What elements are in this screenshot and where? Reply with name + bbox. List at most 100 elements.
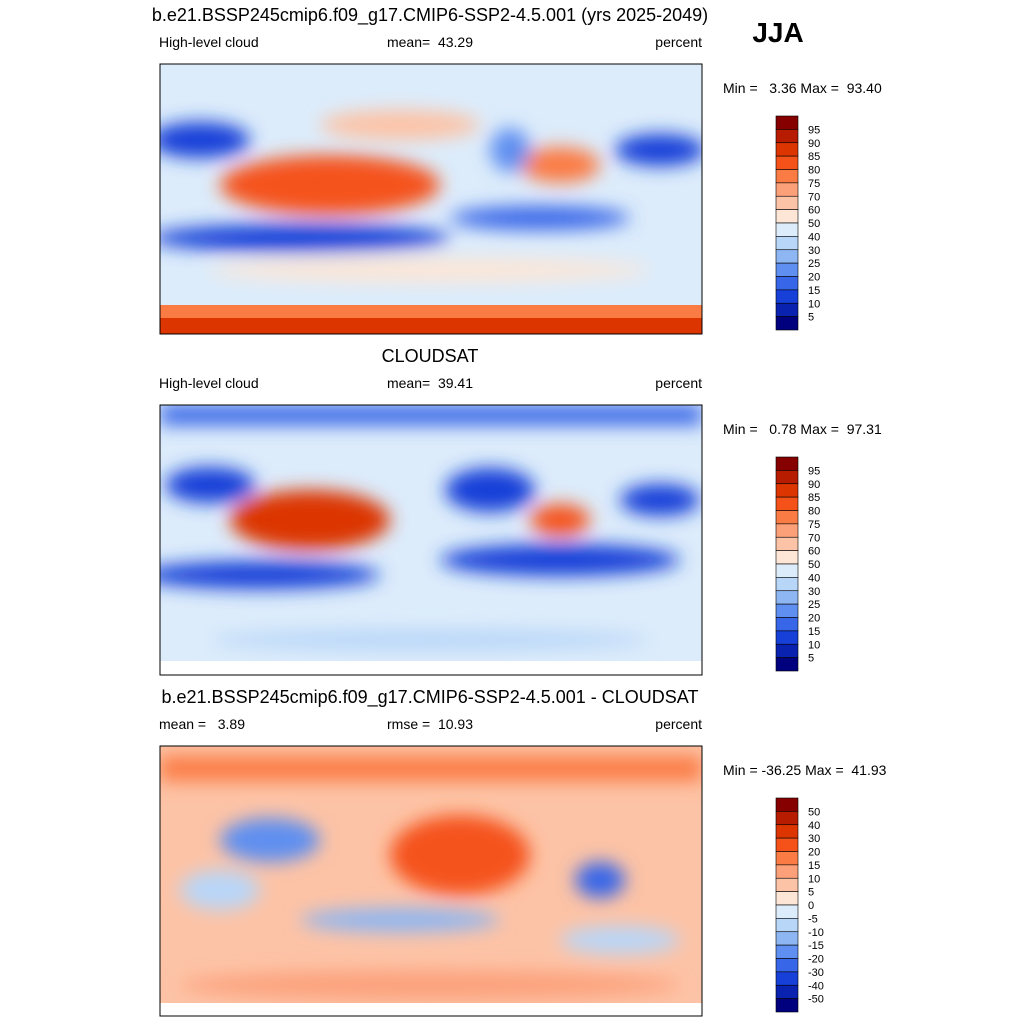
- colorbar-box: [775, 262, 799, 277]
- map-frame: [159, 745, 703, 1017]
- colorbar-box: [775, 483, 799, 498]
- colorbar-label: 60: [808, 546, 820, 558]
- panel-center-label: mean= 39.41: [387, 375, 473, 391]
- colorbar-label: 15: [808, 860, 820, 872]
- colorbar-box: [775, 316, 799, 331]
- colorbar-label: 10: [808, 298, 820, 310]
- colorbar-label: -30: [808, 967, 824, 979]
- colorbar-box: [775, 797, 799, 812]
- colorbar-label: 75: [808, 178, 820, 190]
- colorbar-box: [775, 510, 799, 525]
- colorbar-box: [775, 523, 799, 538]
- colorbar-label: 75: [808, 519, 820, 531]
- case-title: b.e21.BSSP245cmip6.f09_g17.CMIP6-SSP2-4.…: [152, 5, 708, 26]
- colorbar-label: 70: [808, 191, 820, 203]
- colorbar-box: [775, 984, 799, 999]
- colorbar-box: [775, 603, 799, 618]
- season: JJA: [752, 17, 803, 48]
- map-frame: [159, 404, 703, 676]
- colorbar-label: 40: [808, 572, 820, 584]
- colorbar-box: [775, 877, 799, 892]
- colorbar-label: 60: [808, 205, 820, 217]
- colorbar-label: 5: [808, 312, 814, 324]
- colorbar-label: -40: [808, 980, 824, 992]
- colorbar-label: 95: [808, 124, 820, 136]
- colorbar-label: 10: [808, 639, 820, 651]
- colorbar-label: -10: [808, 927, 824, 939]
- colorbar-box: [775, 182, 799, 197]
- colorbar-label: 90: [808, 138, 820, 150]
- colorbar-label: 50: [808, 806, 820, 818]
- colorbar-label: 20: [808, 847, 820, 859]
- colorbar-label: 5: [808, 653, 814, 665]
- colorbar-box: [775, 891, 799, 906]
- colorbar-box: [775, 155, 799, 170]
- colorbar-label: 20: [808, 272, 820, 284]
- panel-left-label: mean = 3.89: [159, 716, 245, 732]
- map: [160, 405, 702, 675]
- colorbar-box: [775, 276, 799, 291]
- colorbar-label: 85: [808, 492, 820, 504]
- colorbar-label: 30: [808, 586, 820, 598]
- panel-units: percent: [655, 716, 702, 732]
- min-max: Min = -36.25 Max = 41.93: [723, 762, 887, 778]
- colorbar-box: [775, 236, 799, 251]
- colorbar-box: [775, 115, 799, 130]
- colorbar-box: [775, 944, 799, 959]
- colorbar-box: [775, 577, 799, 592]
- colorbar-box: [775, 209, 799, 224]
- colorbar-box: [775, 931, 799, 946]
- colorbar-box: [775, 142, 799, 157]
- colorbar-label: 40: [808, 231, 820, 243]
- colorbar-label: 15: [808, 626, 820, 638]
- colorbar-box: [775, 169, 799, 184]
- colorbar-box: [775, 864, 799, 879]
- map: [160, 746, 702, 1016]
- colorbar-box: [775, 918, 799, 933]
- panel-left-label: High-level cloud: [159, 34, 259, 50]
- colorbar-label: 80: [808, 165, 820, 177]
- panel-center-label: rmse = 10.93: [387, 716, 473, 732]
- colorbar-label: 25: [808, 258, 820, 270]
- colorbar-box: [775, 824, 799, 839]
- colorbar-box: [775, 536, 799, 551]
- colorbar-label: 50: [808, 559, 820, 571]
- colorbar-box: [775, 129, 799, 144]
- map: [160, 64, 702, 334]
- colorbar-box: [775, 998, 799, 1013]
- colorbar-label: 30: [808, 833, 820, 845]
- colorbar-label: 80: [808, 506, 820, 518]
- colorbar-box: [775, 958, 799, 973]
- colorbar-label: -15: [808, 940, 824, 952]
- colorbar-box: [775, 630, 799, 645]
- colorbar-box: [775, 496, 799, 511]
- colorbar-box: [775, 249, 799, 264]
- panel-left-label: High-level cloud: [159, 375, 259, 391]
- panel-title: CLOUDSAT: [382, 346, 479, 366]
- colorbar-box: [775, 456, 799, 471]
- colorbar-box: [775, 657, 799, 672]
- colorbar-box: [775, 904, 799, 919]
- colorbar-label: 0: [808, 900, 814, 912]
- colorbar-box: [775, 302, 799, 317]
- colorbar-label: 90: [808, 479, 820, 491]
- colorbar-label: 85: [808, 151, 820, 163]
- colorbar-label: -20: [808, 954, 824, 966]
- colorbar-label: 50: [808, 218, 820, 230]
- colorbar-label: -5: [808, 913, 818, 925]
- colorbar-box: [775, 222, 799, 237]
- colorbar-box: [775, 470, 799, 485]
- min-max: Min = 0.78 Max = 97.31: [723, 421, 882, 437]
- colorbar-box: [775, 590, 799, 605]
- colorbar-box: [775, 563, 799, 578]
- panel-units: percent: [655, 34, 702, 50]
- panel-center-label: mean= 43.29: [387, 34, 473, 50]
- colorbar-box: [775, 971, 799, 986]
- colorbar-label: 5: [808, 887, 814, 899]
- colorbar-label: 20: [808, 613, 820, 625]
- colorbar-label: 10: [808, 873, 820, 885]
- colorbar-box: [775, 195, 799, 210]
- colorbar-label: 25: [808, 599, 820, 611]
- colorbar-box: [775, 811, 799, 826]
